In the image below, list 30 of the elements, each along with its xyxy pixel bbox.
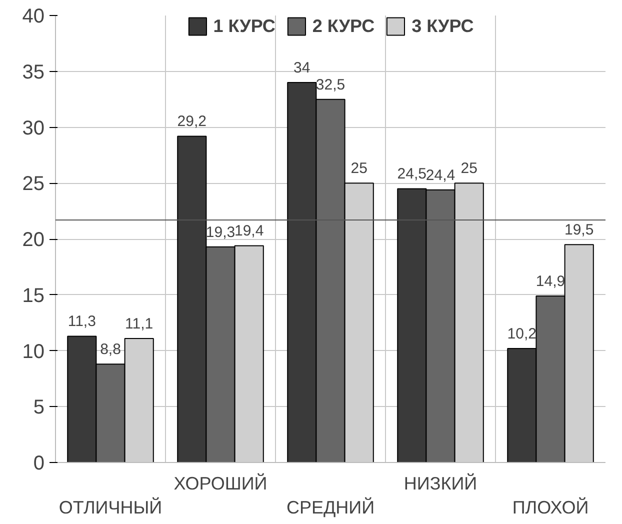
x-tick-label: ХОРОШИЙ bbox=[174, 472, 268, 494]
y-tick-label: 25 bbox=[22, 173, 45, 196]
legend-label: 1 КУРС bbox=[213, 16, 276, 36]
x-tick-label: ОТЛИЧНЫЙ bbox=[58, 496, 162, 518]
data-label: 8,8 bbox=[100, 341, 121, 358]
y-tick-label: 5 bbox=[33, 396, 44, 419]
x-tick-label: СРЕДНИЙ bbox=[286, 496, 375, 518]
y-tick-label: 0 bbox=[33, 452, 44, 474]
y-tick-label: 20 bbox=[22, 229, 45, 251]
data-label: 11,3 bbox=[68, 313, 96, 330]
data-label: 11,1 bbox=[125, 315, 154, 332]
y-tick-label: 35 bbox=[22, 61, 45, 84]
y-tick-label: 40 bbox=[22, 6, 45, 28]
legend-label: 3 КУРС bbox=[412, 16, 474, 36]
data-label: 32,5 bbox=[316, 76, 346, 94]
data-label: 19,4 bbox=[234, 222, 264, 240]
data-label: 19,3 bbox=[206, 224, 236, 241]
data-label: 19,5 bbox=[564, 222, 594, 239]
y-tick-label: 15 bbox=[22, 284, 45, 307]
data-label: 34 bbox=[294, 60, 310, 77]
data-label: 25 bbox=[460, 160, 478, 178]
y-tick-label: 10 bbox=[22, 340, 45, 363]
data-label: 29,2 bbox=[177, 113, 207, 130]
data-label: 24,5 bbox=[397, 166, 427, 183]
x-tick-label: ПЛОХОЙ bbox=[512, 496, 589, 518]
x-tick-label: НИЗКИЙ bbox=[404, 472, 478, 494]
data-label: 25 bbox=[350, 160, 368, 178]
legend-label: 2 КУРС bbox=[312, 16, 375, 36]
y-tick-label: 30 bbox=[22, 117, 45, 140]
data-label: 24,4 bbox=[426, 166, 456, 184]
